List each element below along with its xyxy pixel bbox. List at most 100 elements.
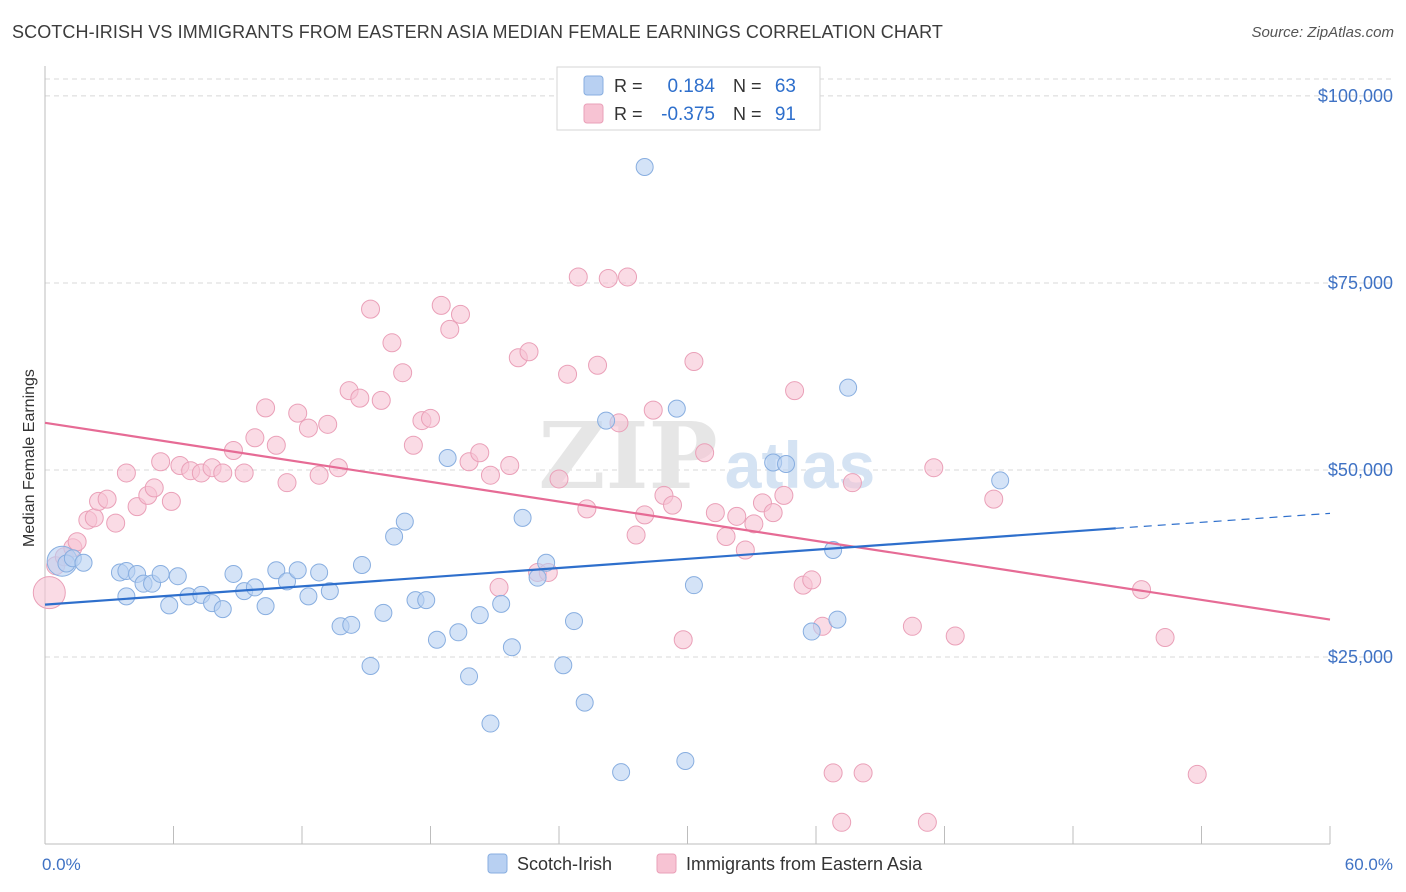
watermark-zip: ZIP	[538, 402, 717, 510]
data-point-scotch-irish	[245, 578, 264, 597]
data-point-eastern-asia	[1187, 764, 1207, 784]
data-point-scotch-irish	[828, 610, 847, 629]
data-point-eastern-asia	[382, 333, 402, 353]
data-point-eastern-asia	[853, 763, 873, 783]
data-point-eastern-asia	[774, 485, 794, 505]
data-point-scotch-irish	[151, 564, 170, 583]
data-point-eastern-asia	[213, 463, 233, 483]
trendline-scotch-irish	[44, 527, 1116, 606]
data-point-eastern-asia	[902, 616, 922, 636]
data-point-eastern-asia	[588, 355, 608, 375]
y-tick-label: $100,000	[1318, 86, 1393, 106]
data-point-scotch-irish	[564, 612, 583, 631]
data-point-scotch-irish	[839, 378, 858, 397]
data-point-scotch-irish	[361, 656, 380, 675]
y-tick-label: $25,000	[1328, 647, 1393, 667]
y-tick-label: $50,000	[1328, 460, 1393, 480]
data-point-eastern-asia	[371, 390, 391, 410]
data-point-scotch-irish	[528, 568, 547, 587]
legend-swatch-scotch-irish	[487, 853, 508, 874]
data-point-scotch-irish	[299, 587, 318, 606]
correlation-legend: R = 0.184 N = 63 R = -0.375 N = 91	[556, 66, 821, 131]
data-point-scotch-irish	[310, 563, 329, 582]
legend-r-value: -0.375	[661, 104, 715, 125]
data-point-scotch-irish	[288, 561, 307, 580]
data-point-scotch-irish	[385, 527, 404, 546]
data-point-eastern-asia	[480, 465, 500, 485]
legend-label-scotch-irish: Scotch-Irish	[517, 854, 612, 874]
series-points-scotch-irish	[46, 157, 1010, 782]
watermark: ZIP atlas	[538, 402, 875, 510]
data-point-scotch-irish	[597, 411, 616, 430]
data-point-scotch-irish	[352, 555, 371, 574]
data-point-eastern-asia	[440, 319, 460, 339]
legend-r-label: R =	[614, 76, 643, 96]
data-point-scotch-irish	[481, 714, 500, 733]
data-point-scotch-irish	[256, 597, 275, 616]
legend-n-value: 91	[775, 104, 796, 125]
data-point-eastern-asia	[823, 763, 843, 783]
data-point-eastern-asia	[421, 408, 440, 428]
data-point-scotch-irish	[513, 508, 532, 527]
data-point-eastern-asia	[470, 443, 490, 463]
data-point-scotch-irish	[684, 576, 703, 595]
data-point-scotch-irish	[537, 553, 556, 572]
data-point-eastern-asia	[577, 499, 597, 519]
source-credit: Source: ZipAtlas.com	[1251, 24, 1394, 41]
data-point-eastern-asia	[549, 469, 569, 489]
data-point-eastern-asia	[684, 351, 704, 371]
data-point-scotch-irish	[502, 638, 521, 657]
data-point-eastern-asia	[643, 400, 663, 420]
chart-title: SCOTCH-IRISH VS IMMIGRANTS FROM EASTERN …	[12, 22, 943, 42]
data-point-eastern-asia	[842, 473, 862, 493]
data-point-scotch-irish	[213, 600, 232, 619]
data-point-scotch-irish	[554, 656, 573, 675]
data-point-eastern-asia	[161, 491, 181, 511]
legend-swatch-pink	[583, 103, 604, 124]
data-point-eastern-asia	[431, 295, 451, 315]
data-point-eastern-asia	[785, 381, 805, 401]
legend-swatch-blue	[583, 75, 604, 96]
data-point-eastern-asia	[716, 527, 736, 547]
data-point-eastern-asia	[151, 452, 171, 472]
data-point-eastern-asia	[350, 388, 370, 408]
data-point-scotch-irish	[667, 399, 686, 418]
data-point-scotch-irish	[676, 751, 695, 770]
data-point-eastern-asia	[32, 576, 66, 610]
data-point-eastern-asia	[309, 465, 329, 485]
legend-r-label: R =	[614, 104, 643, 124]
data-point-eastern-asia	[500, 455, 520, 475]
data-point-scotch-irish	[575, 693, 594, 712]
data-point-scotch-irish	[74, 553, 93, 572]
gridlines	[45, 78, 1395, 658]
data-point-eastern-asia	[361, 299, 381, 319]
data-point-eastern-asia	[519, 342, 539, 362]
data-point-eastern-asia	[97, 489, 117, 509]
data-point-eastern-asia	[626, 525, 646, 545]
data-point-eastern-asia	[558, 364, 578, 384]
data-point-scotch-irish	[635, 157, 654, 176]
data-point-scotch-irish	[417, 591, 436, 610]
y-axis-label: Median Female Earnings	[21, 369, 38, 547]
data-point-scotch-irish	[438, 448, 457, 467]
legend-swatch-eastern-asia	[656, 853, 677, 874]
x-tick-label-max: 60.0%	[1345, 855, 1393, 874]
trendline-eastern-asia	[44, 421, 1331, 621]
data-point-scotch-irish	[267, 561, 286, 580]
data-point-scotch-irish	[470, 606, 489, 625]
data-point-eastern-asia	[568, 267, 588, 287]
y-tick-label: $75,000	[1328, 273, 1393, 293]
data-point-eastern-asia	[673, 630, 693, 650]
data-point-eastern-asia	[393, 363, 413, 383]
data-point-eastern-asia	[924, 458, 944, 478]
data-point-eastern-asia	[245, 428, 265, 448]
data-point-eastern-asia	[727, 506, 747, 526]
data-point-eastern-asia	[116, 463, 136, 483]
data-point-eastern-asia	[277, 473, 297, 493]
data-point-eastern-asia	[598, 268, 618, 288]
series-legend: Scotch-Irish Immigrants from Eastern Asi…	[487, 853, 923, 874]
data-point-eastern-asia	[288, 403, 308, 423]
data-point-scotch-irish	[492, 594, 511, 613]
data-point-scotch-irish	[117, 587, 136, 606]
